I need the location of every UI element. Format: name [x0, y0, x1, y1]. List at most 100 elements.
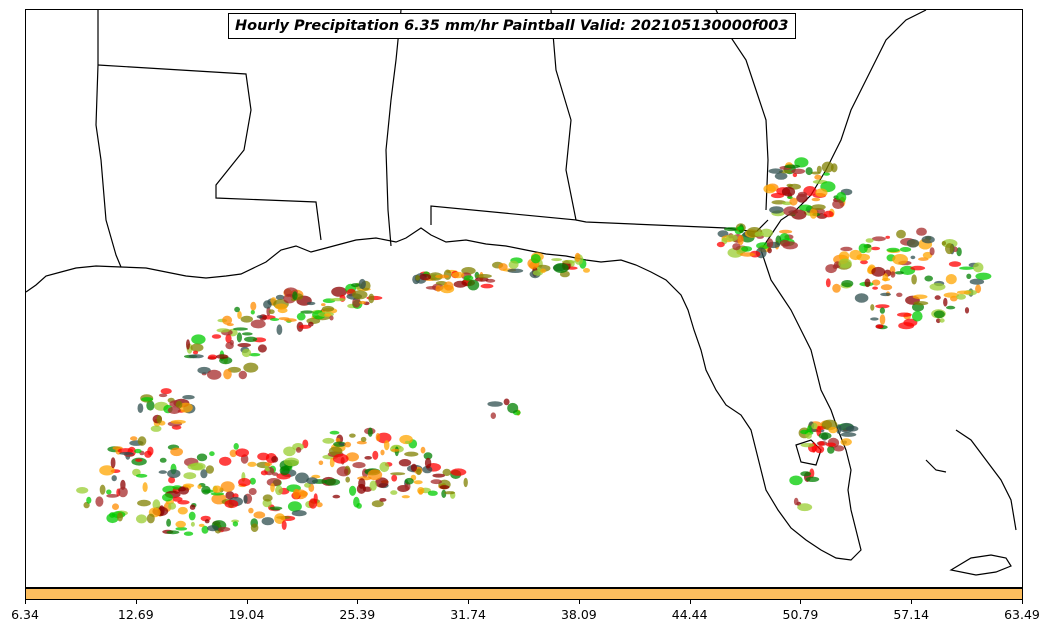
- precip-blob: [826, 442, 836, 447]
- precip-blob: [737, 226, 743, 230]
- precip-blob: [232, 521, 239, 527]
- map-area: [25, 9, 1023, 588]
- precip-blob: [811, 422, 818, 430]
- precip-blob: [229, 449, 237, 458]
- colorbar-tick-label: 44.44: [671, 607, 708, 622]
- precip-blob: [872, 286, 878, 290]
- colorbar-tick-label: 50.79: [782, 607, 819, 622]
- precip-blob: [158, 470, 167, 474]
- precip-blob: [136, 514, 147, 524]
- precip-blob: [840, 432, 857, 437]
- precip-blob: [287, 501, 302, 512]
- precip-blob: [929, 283, 946, 291]
- precip-blob: [441, 489, 447, 498]
- precip-blob: [201, 525, 209, 534]
- precip-blob: [390, 472, 406, 476]
- precip-blob: [924, 275, 933, 282]
- precip-blob: [810, 171, 821, 175]
- precip-blob: [205, 465, 214, 474]
- precip-blob: [209, 451, 215, 457]
- precip-blob: [875, 304, 890, 309]
- precip-blob: [130, 436, 138, 441]
- precip-blob: [881, 277, 891, 282]
- precip-blob: [530, 254, 541, 264]
- precip-blob: [359, 300, 366, 305]
- precip-blob: [178, 486, 190, 495]
- precip-blob: [177, 500, 190, 505]
- precip-blob: [975, 284, 982, 294]
- precip-blob: [507, 268, 524, 273]
- gulf-coastline: [26, 10, 927, 561]
- precip-blob: [76, 487, 89, 494]
- precip-blob: [329, 430, 340, 435]
- precip-blob: [921, 235, 935, 244]
- precip-blob: [838, 422, 855, 433]
- precip-blob: [358, 278, 366, 290]
- precip-blob: [417, 487, 425, 494]
- precip-blob: [583, 268, 590, 273]
- precip-blob: [167, 406, 181, 414]
- precip-blob: [362, 486, 372, 492]
- precip-blob: [404, 477, 414, 485]
- precip-blob: [805, 432, 812, 439]
- precip-blob: [238, 370, 247, 380]
- precip-blob: [106, 494, 119, 498]
- precip-blob: [249, 477, 256, 485]
- precip-blob: [943, 297, 948, 307]
- precip-blob: [210, 492, 225, 496]
- precip-blob: [256, 315, 263, 319]
- precip-blob: [266, 306, 271, 316]
- precip-blob: [936, 318, 941, 324]
- precip-blob: [913, 301, 929, 306]
- precip-blob: [225, 334, 232, 344]
- precip-blob: [118, 486, 128, 498]
- precip-blob: [945, 243, 954, 255]
- colorbar-tick-label: 6.34: [11, 607, 39, 622]
- precip-blob: [880, 292, 892, 297]
- precip-blob: [419, 273, 432, 281]
- precip-blob: [442, 468, 452, 476]
- precip-blob: [188, 511, 196, 521]
- colorbar-tick-label: 31.74: [450, 607, 487, 622]
- precip-blob: [423, 452, 433, 460]
- precip-blob: [304, 482, 312, 488]
- precip-blob: [274, 513, 286, 524]
- precip-blob: [324, 313, 332, 317]
- precip-blob: [800, 471, 812, 477]
- precip-blob: [344, 441, 352, 448]
- precip-blob: [167, 469, 181, 478]
- precip-blob: [451, 271, 465, 279]
- precip-blob: [770, 192, 785, 199]
- precip-blob: [95, 496, 104, 507]
- precip-blob: [899, 247, 912, 252]
- precip-blob: [805, 476, 820, 482]
- precip-blob: [349, 485, 357, 496]
- precip-blob: [886, 247, 900, 253]
- colorbar-tick-label: 19.04: [228, 607, 265, 622]
- precip-blob: [207, 525, 219, 532]
- precip-blob: [106, 513, 119, 524]
- precip-blob: [299, 490, 308, 497]
- precip-blob: [295, 447, 302, 453]
- precip-blob: [870, 317, 879, 321]
- precip-blob: [779, 229, 793, 234]
- precip-blob: [159, 457, 167, 463]
- precip-blob: [300, 310, 315, 314]
- precip-blob: [507, 402, 519, 414]
- precip-blob: [849, 249, 862, 261]
- precip-blob: [295, 472, 309, 484]
- precip-blob: [897, 312, 912, 317]
- precip-blob: [463, 477, 468, 488]
- precip-blob: [969, 278, 985, 285]
- precip-blob: [308, 498, 318, 509]
- precip-blob: [800, 443, 815, 448]
- precip-blob: [296, 312, 306, 321]
- precip-blob: [352, 462, 366, 469]
- precip-blob: [430, 479, 443, 485]
- precip-blob: [574, 252, 581, 262]
- precip-blob: [871, 266, 886, 277]
- precip-blob: [324, 478, 341, 486]
- precip-blob: [137, 436, 147, 446]
- precip-blob: [832, 264, 839, 269]
- precip-blob: [330, 297, 346, 302]
